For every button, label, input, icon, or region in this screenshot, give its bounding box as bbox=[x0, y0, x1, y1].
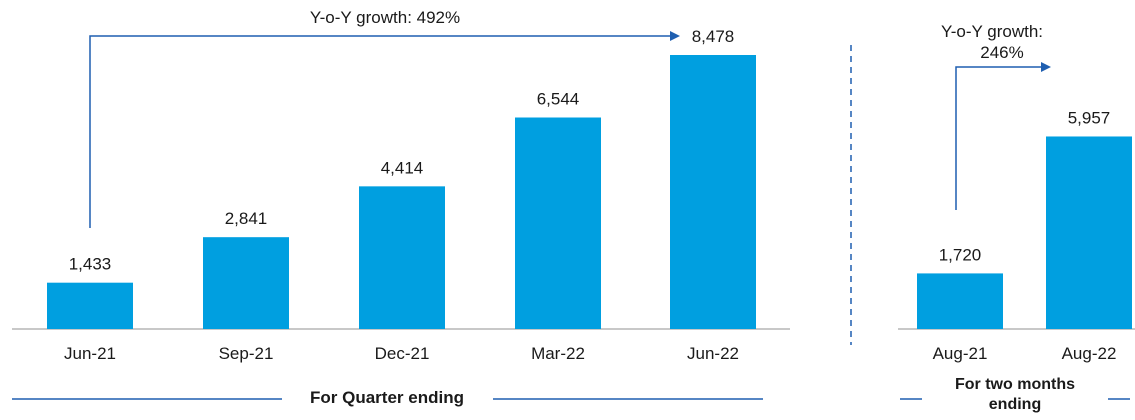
bar-jun-22 bbox=[670, 55, 756, 329]
data-label-aug-21: 1,720 bbox=[939, 245, 982, 264]
bar-dec-21 bbox=[359, 186, 445, 329]
panel2-growth-annotation-line2: 246% bbox=[980, 43, 1023, 62]
x-tick-label-mar-22: Mar-22 bbox=[531, 344, 585, 363]
panel1-growth-annotation: Y-o-Y growth: 492% bbox=[310, 8, 460, 27]
data-label-sep-21: 2,841 bbox=[225, 209, 268, 228]
bar-aug-21 bbox=[917, 273, 1003, 329]
panel2-group-label-line1: For two months bbox=[955, 376, 1075, 393]
panel1-growth-arrow bbox=[89, 31, 680, 228]
data-label-aug-22: 5,957 bbox=[1068, 108, 1111, 127]
panel2-group-label-line2: ending bbox=[989, 396, 1041, 413]
data-label-jun-22: 8,478 bbox=[692, 27, 735, 46]
x-tick-label-jun-22: Jun-22 bbox=[687, 344, 739, 363]
bar-mar-22 bbox=[515, 117, 601, 329]
data-label-mar-22: 6,544 bbox=[537, 90, 580, 109]
bar-aug-22 bbox=[1046, 136, 1132, 329]
x-tick-label-aug-21: Aug-21 bbox=[933, 344, 988, 363]
bar-sep-21 bbox=[203, 237, 289, 329]
panel1-group-label: For Quarter ending bbox=[310, 388, 464, 407]
data-label-jun-21: 1,433 bbox=[69, 255, 112, 274]
data-label-dec-21: 4,414 bbox=[381, 158, 424, 177]
panel2-growth-annotation-line1: Y-o-Y growth: bbox=[941, 22, 1043, 41]
bar-jun-21 bbox=[47, 282, 133, 329]
x-tick-label-jun-21: Jun-21 bbox=[64, 344, 116, 363]
x-tick-label-dec-21: Dec-21 bbox=[375, 344, 430, 363]
panel2-growth-arrow bbox=[955, 62, 1051, 210]
bars-layer: 1,433 Jun-21 2,841 Sep-21 4,414 Dec-21 6,544 Ma… bbox=[47, 27, 1132, 363]
x-tick-label-sep-21: Sep-21 bbox=[219, 344, 274, 363]
x-tick-label-aug-22: Aug-22 bbox=[1062, 344, 1117, 363]
